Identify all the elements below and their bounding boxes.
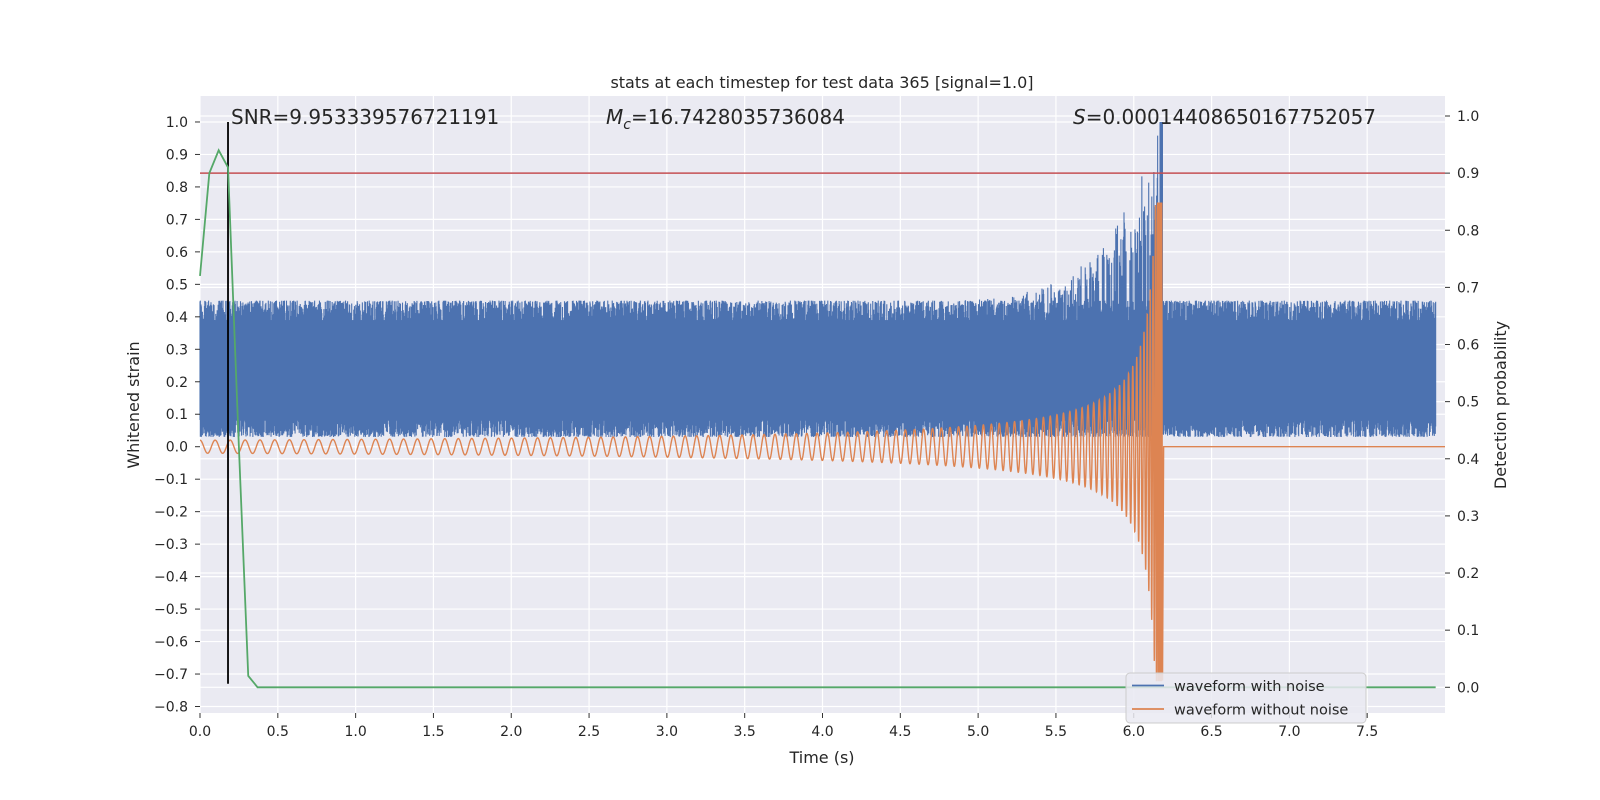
y-tick-label: −0.6 bbox=[154, 635, 188, 651]
x-tick-label: 3.0 bbox=[656, 724, 678, 740]
x-tick-label: 6.5 bbox=[1200, 724, 1222, 740]
x-tick-label: 5.0 bbox=[967, 724, 989, 740]
x-tick-label: 2.5 bbox=[578, 724, 600, 740]
y-tick-label: 0.6 bbox=[166, 245, 188, 261]
x-tick-label: 5.5 bbox=[1045, 724, 1067, 740]
y-right-tick-label: 0.7 bbox=[1457, 280, 1479, 296]
s-symbol: S bbox=[1073, 105, 1086, 129]
y-right-tick-label: 0.0 bbox=[1457, 680, 1479, 696]
x-axis-label: Time (s) bbox=[788, 748, 854, 767]
x-tick-label: 6.0 bbox=[1123, 724, 1145, 740]
s-value: =0.00014408650167752057 bbox=[1086, 105, 1376, 129]
mc-annotation: Mc=16.7428035736084 bbox=[606, 105, 845, 133]
series-layer bbox=[199, 121, 1445, 682]
y-axis-right-label: Detection probability bbox=[1491, 321, 1510, 489]
x-tick-label: 4.5 bbox=[889, 724, 911, 740]
snr-annotation: SNR=9.953339576721191 bbox=[231, 105, 499, 129]
x-tick-label: 3.5 bbox=[734, 724, 756, 740]
y-axis-label: Whitened strain bbox=[124, 341, 143, 468]
y-tick-label: −0.8 bbox=[154, 700, 188, 716]
y-tick-label: 0.4 bbox=[166, 310, 188, 326]
legend-entry-clean: waveform without noise bbox=[1174, 703, 1348, 719]
y-tick-label: 0.5 bbox=[166, 277, 188, 293]
y-tick-label: −0.1 bbox=[154, 472, 188, 488]
legend: waveform with noise waveform without noi… bbox=[1125, 672, 1367, 724]
y-right-tick-label: 0.1 bbox=[1457, 623, 1479, 639]
chart-title: stats at each timestep for test data 365… bbox=[610, 73, 1033, 92]
x-tick-label: 2.0 bbox=[500, 724, 522, 740]
legend-entry-noise: waveform with noise bbox=[1174, 679, 1325, 695]
y-tick-label: −0.5 bbox=[154, 602, 188, 618]
y-right-tick-label: 0.6 bbox=[1457, 338, 1479, 354]
y-tick-label: −0.2 bbox=[154, 505, 188, 521]
y-right-tick-label: 0.3 bbox=[1457, 509, 1479, 525]
y-tick-label: 0.1 bbox=[166, 407, 188, 423]
reference-lines bbox=[199, 121, 1445, 689]
y-right-tick-label: 0.8 bbox=[1457, 223, 1479, 239]
y-tick-label: 0.3 bbox=[166, 342, 188, 358]
series-detection-probability bbox=[199, 148, 1436, 689]
x-tick-label: 0.0 bbox=[189, 724, 211, 740]
y-right-tick-label: 0.5 bbox=[1457, 395, 1479, 411]
x-tick-label: 0.5 bbox=[267, 724, 289, 740]
y-tick-label: 0.7 bbox=[166, 212, 188, 228]
y-right-tick-label: 0.4 bbox=[1457, 452, 1479, 468]
y-tick-label: 0.9 bbox=[166, 147, 188, 163]
y-tick-label: 0.0 bbox=[166, 440, 188, 456]
y-right-tick-label: 0.9 bbox=[1457, 166, 1479, 182]
legend-box bbox=[1125, 672, 1367, 724]
mc-subscript: c bbox=[623, 117, 631, 133]
tick-labels: 0.0 0.5 1.0 1.5 2.0 2.5 3.0 3.5 4.0 4.5 5.0 5.5 6.0 6… bbox=[154, 109, 1479, 740]
y-tick-label: 0.8 bbox=[166, 180, 188, 196]
x-tick-label: 4.0 bbox=[811, 724, 833, 740]
y-right-tick-label: 0.2 bbox=[1457, 566, 1479, 582]
mc-symbol: M bbox=[606, 105, 623, 129]
series-waveform-without-noise bbox=[199, 202, 1445, 682]
x-tick-label: 7.0 bbox=[1278, 724, 1300, 740]
y-right-tick-label: 1.0 bbox=[1457, 109, 1479, 125]
mc-value: =16.7428035736084 bbox=[631, 105, 845, 129]
x-tick-label: 7.5 bbox=[1356, 724, 1378, 740]
s-annotation: S=0.00014408650167752057 bbox=[1073, 105, 1376, 129]
y-tick-label: −0.7 bbox=[154, 667, 188, 683]
y-tick-label: −0.4 bbox=[154, 570, 188, 586]
y-tick-label: 1.0 bbox=[166, 115, 188, 131]
y-tick-label: 0.2 bbox=[166, 375, 188, 391]
x-tick-label: 1.5 bbox=[422, 724, 444, 740]
x-tick-label: 1.0 bbox=[344, 724, 366, 740]
y-tick-label: −0.3 bbox=[154, 537, 188, 553]
noise-band-core bbox=[200, 320, 1436, 421]
